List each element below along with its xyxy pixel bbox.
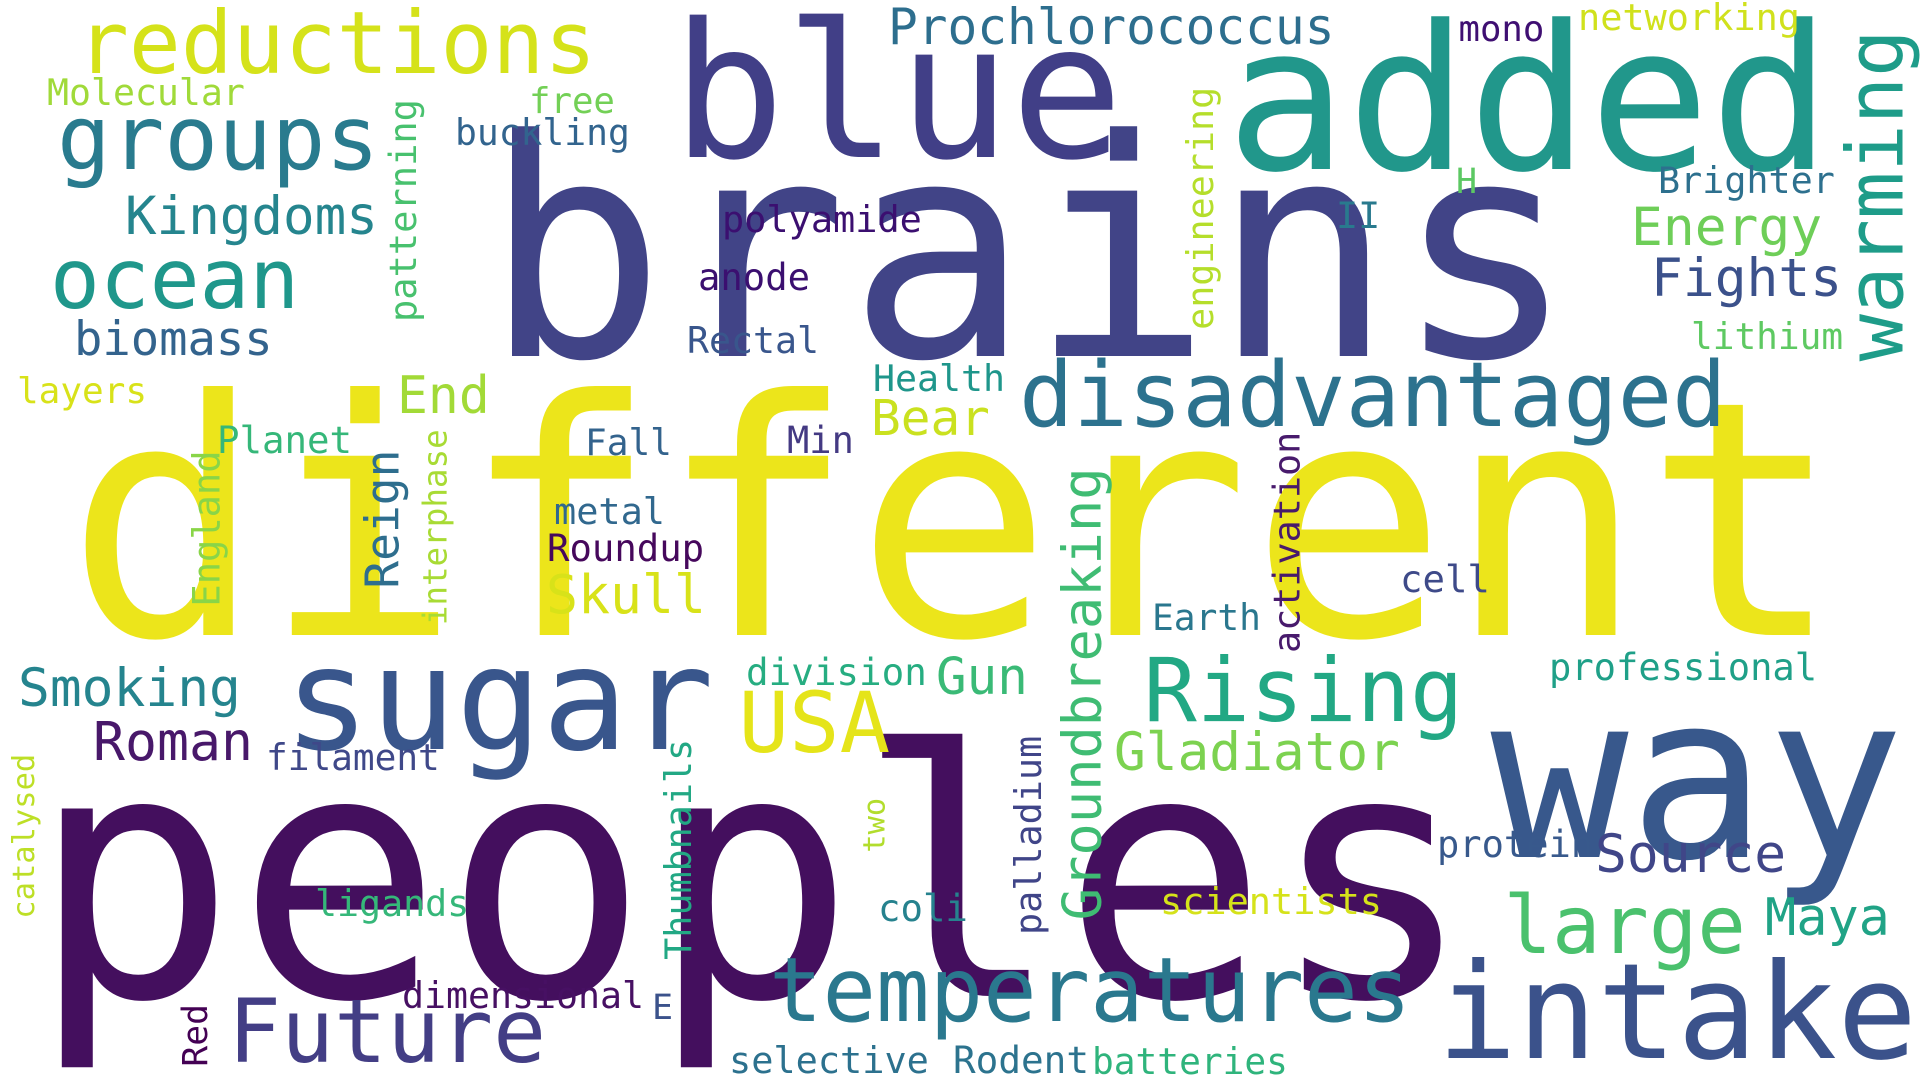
word-roman: Roman <box>93 711 254 773</box>
word-peoples: peoples <box>30 678 1475 1077</box>
word-networking: networking <box>1578 0 1801 39</box>
word-professional: professional <box>1549 645 1818 689</box>
word-anode: anode <box>698 254 810 299</box>
word-prochlorococcus: Prochlorococcus <box>888 0 1335 56</box>
word-interphase: interphase <box>416 429 455 626</box>
word-reign: Reign <box>354 449 409 589</box>
word-fall: Fall <box>585 422 672 464</box>
word-thumbnails: Thumbnails <box>656 738 700 960</box>
word-filament: filament <box>266 736 440 779</box>
word-way: way <box>1490 645 1905 912</box>
word-blue: blue <box>672 0 1124 202</box>
word-biomass: biomass <box>74 312 273 367</box>
word-ocean: ocean <box>50 230 300 328</box>
word-mono: mono <box>1458 8 1545 50</box>
word-energy: Energy <box>1631 196 1823 258</box>
word-free: free <box>529 80 615 122</box>
word-rodent: Rodent <box>953 1037 1090 1080</box>
word-different: different <box>66 331 1842 713</box>
word-activation: activation <box>1265 431 1309 653</box>
word-e: E <box>652 988 674 1028</box>
word-engineering: engineering <box>1179 86 1223 330</box>
word-min: Min <box>787 419 854 462</box>
word-intake: intake <box>1437 936 1918 1080</box>
word-planet: Planet <box>217 417 353 462</box>
word-warming: warming <box>1829 28 1920 361</box>
word-gladiator: Gladiator <box>1114 721 1400 783</box>
word-earth: Earth <box>1152 596 1261 639</box>
word-molecular: Molecular <box>47 70 245 114</box>
word-rectal: Rectal <box>687 318 820 362</box>
word-brighter: Brighter <box>1658 159 1835 202</box>
word-reductions: reductions <box>77 0 597 94</box>
word-fights: Fights <box>1651 247 1843 309</box>
word-groups: groups <box>57 86 380 191</box>
word-large: large <box>1503 877 1746 972</box>
word-protein: protein <box>1437 823 1594 866</box>
word-scientists: scientists <box>1160 880 1383 923</box>
word-two: two <box>857 797 893 853</box>
word-sugar: sugar <box>284 616 715 783</box>
word-future: Future <box>228 979 547 1080</box>
word-red: Red <box>175 1003 216 1067</box>
word-dimensional: dimensional <box>402 974 645 1017</box>
word-buckling: buckling <box>455 110 630 154</box>
word-source: Source <box>1595 823 1787 885</box>
word-division: division <box>746 650 927 694</box>
word-brains: brains <box>483 75 1577 428</box>
word-health: Health <box>873 357 1006 400</box>
word-usa: USA <box>738 673 891 772</box>
word-maya: Maya <box>1765 887 1890 948</box>
word-polyamide: polyamide <box>722 198 922 241</box>
word-h: H <box>1456 162 1478 202</box>
word-catalysed: catalysed <box>7 753 43 919</box>
word-lithium: lithium <box>1691 316 1844 358</box>
word-palladium: palladium <box>1007 735 1051 935</box>
word-selective: selective <box>729 1039 929 1080</box>
word-batteries: batteries <box>1092 1040 1288 1080</box>
word-added: added <box>1226 0 1832 217</box>
word-gun: Gun <box>936 646 1028 706</box>
word-temperatures: temperatures <box>769 937 1412 1042</box>
word-ligands: ligands <box>315 882 470 925</box>
word-skull: Skull <box>546 563 707 626</box>
word-patterning: patterning <box>381 99 425 322</box>
word-end: End <box>397 366 490 426</box>
word-bear: Bear <box>871 388 990 447</box>
word-cell: cell <box>1400 557 1490 601</box>
word-coli: coli <box>878 885 968 930</box>
word-disadvantaged: disadvantaged <box>1019 343 1727 448</box>
word-kingdoms: Kingdoms <box>125 185 378 247</box>
word-smoking: Smoking <box>18 657 241 719</box>
word-ii: II <box>1336 194 1381 237</box>
word-rising: Rising <box>1143 639 1464 742</box>
word-roundup: Roundup <box>547 525 705 570</box>
word-groundbreaking: Groundbreaking <box>1050 466 1114 920</box>
word-england: England <box>185 449 229 607</box>
word-layers: layers <box>17 370 148 412</box>
word-metal: metal <box>554 490 666 533</box>
